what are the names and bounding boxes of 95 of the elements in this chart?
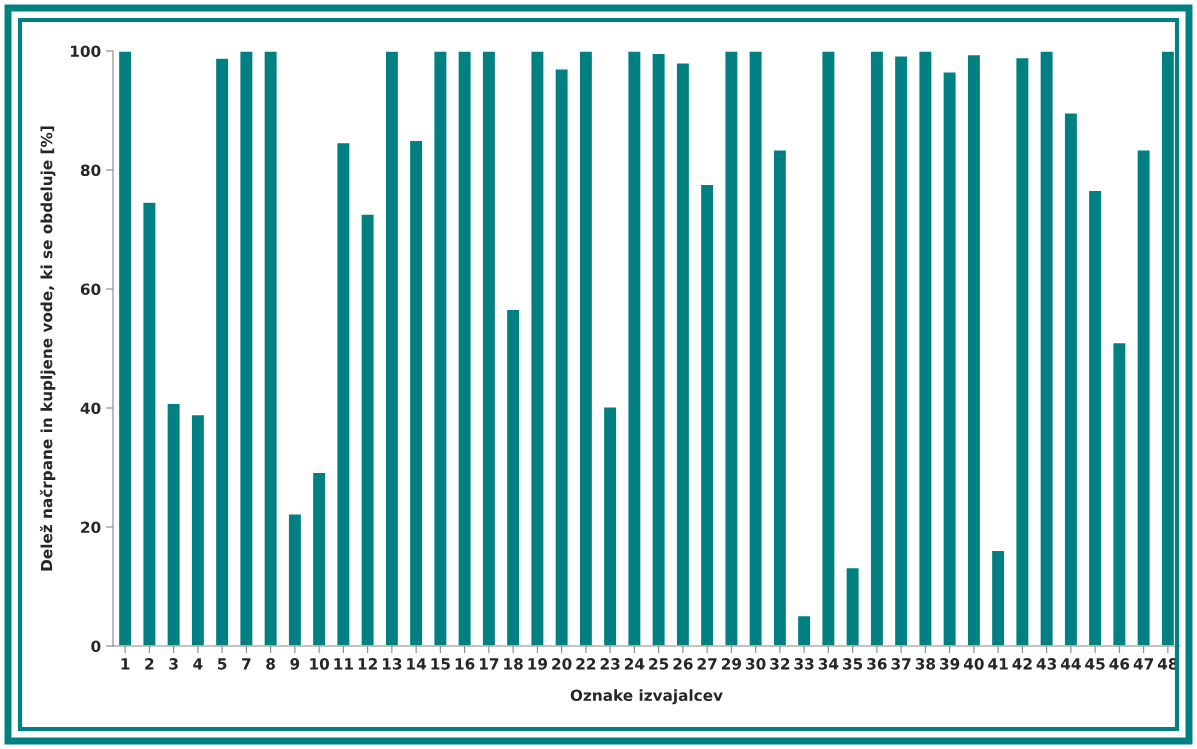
x-tick-label: 24 [624,658,645,670]
x-tick-label: 14 [407,658,427,670]
x-tick-label: 13 [382,658,402,670]
bar [772,149,788,646]
x-tick-label: 15 [431,658,450,670]
x-tick-label: 2 [145,658,154,670]
x-tick-label: 1 [121,658,130,670]
x-tick-label: 20 [552,658,572,670]
x-tick-label: 26 [673,658,693,670]
bar [481,51,497,646]
bar [1136,149,1151,646]
x-tick-label: 37 [891,658,911,670]
bar [384,51,400,646]
y-tick-label: 100 [71,45,101,58]
x-tick-label: 4 [193,658,203,670]
bar [627,51,642,646]
bar [263,51,278,646]
x-tick-label: 27 [697,658,717,670]
bar [190,413,206,646]
bar [287,513,303,646]
bar [869,51,885,646]
bar [990,549,1006,646]
y-tick-label: 20 [81,521,101,534]
x-tick-label: 30 [746,658,766,670]
bar [1039,51,1054,646]
bar [966,53,982,646]
x-tick-label: 16 [455,658,475,670]
x-axis-title: Oznake izvajalcev [570,689,723,705]
y-tick-label: 0 [91,640,101,653]
x-tick-label: 38 [915,658,936,670]
bar [239,51,254,646]
bar [845,566,860,646]
bar [675,62,691,646]
bar [360,213,375,646]
x-tick-label: 11 [334,658,353,670]
bar [433,51,448,646]
x-tick-label: 22 [576,658,596,670]
x-tick-label: 33 [794,658,814,670]
bar [336,141,351,646]
bar [1087,189,1103,646]
x-tick-label: 10 [310,658,330,670]
bar [311,471,327,646]
y-axis-title: Delež načrpane in kupljene vode, ki se obdeluje [%] [39,126,56,571]
bar [1063,112,1079,646]
bar [530,51,545,646]
bar [918,51,933,646]
x-tick-label: 45 [1085,658,1105,670]
x-tick-label: 44 [1060,658,1081,670]
bar [1112,341,1127,646]
x-tick-label: 34 [818,658,839,670]
bar [699,183,715,646]
x-tick-label: 35 [843,658,863,670]
bar [821,51,836,646]
bar [651,52,666,646]
x-tick-label: 43 [1036,658,1057,670]
bar [748,51,763,646]
x-tick-label: 47 [1133,658,1154,670]
bar [408,139,424,646]
bar [942,71,957,646]
bar [602,406,618,646]
bar [893,55,909,646]
bar [505,308,521,646]
x-tick-label: 3 [169,658,178,670]
x-tick-label: 39 [940,658,960,670]
x-tick-label: 46 [1109,658,1130,670]
y-tick-label: 80 [80,164,101,177]
x-tick-label: 29 [721,658,742,670]
x-tick-label: 36 [867,658,887,670]
x-tick-label: 40 [963,658,984,670]
bar [724,51,739,646]
bar [214,57,230,646]
bar [457,51,472,646]
x-tick-label: 41 [988,658,1008,670]
x-tick-label: 25 [649,658,669,670]
bar [1160,51,1176,646]
x-tick-label: 7 [242,658,251,670]
bar [554,68,569,646]
x-tick-label: 19 [528,658,548,670]
x-tick-label: 5 [217,658,227,670]
x-tick-label: 23 [600,658,620,670]
x-tick-label: 12 [358,658,377,670]
bar [1015,56,1030,646]
x-tick-label: 9 [290,658,300,670]
y-tick-label: 40 [80,402,101,415]
x-tick-label: 8 [266,658,275,670]
bar [578,51,594,646]
x-tick-label: 42 [1012,658,1032,670]
x-tick-label: 32 [770,658,790,670]
bar [142,201,157,646]
x-tick-label: 18 [504,658,523,670]
bar [796,614,812,646]
y-tick-label: 60 [80,283,101,296]
x-tick-label: 17 [479,658,499,670]
bar [117,51,133,646]
bar [166,402,181,646]
